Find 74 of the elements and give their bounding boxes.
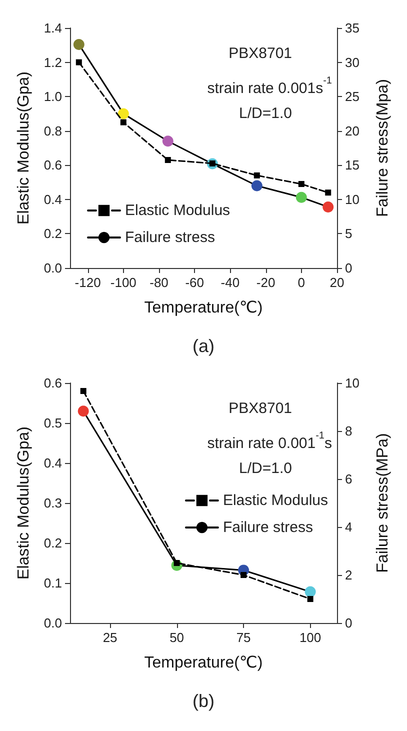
y-tick-label: 0.1 <box>44 576 62 590</box>
point <box>120 119 126 126</box>
y-tick-label: 0.8 <box>44 123 62 138</box>
y2-tick-label: 10 <box>345 192 360 207</box>
x-tick-label: 20 <box>330 275 344 290</box>
y2-tick-label: 25 <box>345 89 360 104</box>
text: (a) <box>192 336 214 356</box>
point <box>78 406 89 417</box>
y-tick-label: 0.2 <box>44 226 62 242</box>
y-tick-label: 0.3 <box>44 496 62 510</box>
y-tick-label: 1.2 <box>44 54 62 70</box>
y2-tick-label: 35 <box>345 20 360 36</box>
point <box>296 192 307 203</box>
y-tick-label: 1.0 <box>44 89 62 104</box>
point <box>307 596 314 602</box>
y2-tick-label: 0 <box>345 616 352 630</box>
point <box>118 108 129 120</box>
y-tick-label: 0.2 <box>44 536 62 550</box>
y-tick-label: 0.4 <box>44 192 62 207</box>
x-tick-label: -40 <box>220 275 240 290</box>
point <box>298 181 304 187</box>
point <box>240 572 247 578</box>
x-tick-label: -80 <box>150 275 168 290</box>
annotation: L/D=1.0 <box>239 105 292 122</box>
point <box>80 388 86 394</box>
y2-tick-label: 10 <box>345 376 360 390</box>
y2-tick-label: 20 <box>345 123 360 138</box>
y2-axis-title: Failure stress(Mpa) <box>374 79 392 217</box>
x-tick-label: 25 <box>102 630 118 645</box>
text: (b) <box>192 691 214 711</box>
legend-label: Elastic Modulus <box>125 202 230 219</box>
y-axis-title: Elastic Modulus(Gpa) <box>16 72 32 224</box>
y2-tick-label: 2 <box>345 568 352 582</box>
y2-tick-label: 5 <box>345 226 352 242</box>
y-tick-label: 0.0 <box>44 616 62 630</box>
y-tick-label: 0.6 <box>44 158 62 173</box>
x-tick-label: 75 <box>236 630 251 645</box>
y2-tick-label: 4 <box>345 520 352 534</box>
y2-tick-label: 15 <box>345 158 360 173</box>
y-axis-title: Elastic Modulus(Gpa) <box>16 426 32 580</box>
y2-tick-label: 6 <box>345 472 352 486</box>
y-tick-label: 0.4 <box>44 456 62 470</box>
y-tick-label: 0.5 <box>44 416 62 430</box>
x-tick-label: 50 <box>170 630 184 645</box>
x-tick-label: -100 <box>110 275 136 290</box>
annotation: L/D=1.0 <box>239 460 292 477</box>
point <box>322 201 334 212</box>
x-tick-label: -60 <box>185 275 204 290</box>
x-tick-label: 0 <box>298 275 306 290</box>
annotation: PBX8701 <box>228 45 292 62</box>
y2-tick-label: 30 <box>345 54 360 70</box>
y2-tick-label: 8 <box>345 424 352 438</box>
point <box>164 157 171 163</box>
y-tick-label: 1.4 <box>44 20 62 36</box>
point <box>73 38 84 50</box>
point <box>325 190 332 196</box>
x-tick-label: -120 <box>74 275 101 290</box>
y2-axis-title: Failure stress(MPa) <box>374 433 392 573</box>
x-axis-title: Temperature(℃) <box>144 300 263 316</box>
y2-tick-label: 0 <box>345 260 352 276</box>
point <box>304 586 316 598</box>
legend-label: Failure stress <box>125 229 216 246</box>
x-axis-title: Temperature(℃) <box>144 654 263 672</box>
point <box>254 172 260 178</box>
x-tick-label: -20 <box>256 275 276 290</box>
legend-label: Elastic Modulus <box>222 492 328 509</box>
y-tick-label: 0.0 <box>44 260 62 276</box>
point <box>76 59 82 66</box>
y-tick-label: 0.6 <box>44 376 62 390</box>
legend-label: Failure stress <box>222 519 313 536</box>
x-tick-label: 100 <box>299 630 322 645</box>
annotation: PBX8701 <box>228 400 292 417</box>
point <box>162 136 174 147</box>
point <box>251 180 262 192</box>
